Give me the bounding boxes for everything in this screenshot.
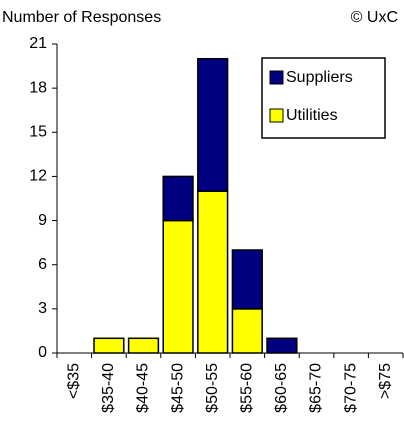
y-tick-label: 15 [29,124,47,141]
y-tick-label: 21 [29,35,47,52]
legend-swatch [269,108,284,123]
legend-label: Suppliers [286,69,353,86]
x-tick-label: <$35 [66,363,83,399]
bar-segment [197,190,229,354]
legend-label: Utilities [286,107,338,124]
y-tick-label: 0 [38,344,47,361]
x-tick-label: $65-70 [308,363,325,413]
y-tick-label: 6 [38,256,47,273]
legend-swatch [269,70,284,85]
bar-segment [162,175,194,222]
bar-segment [93,337,125,354]
y-tick-label: 9 [38,212,47,229]
x-tick-label: $50-55 [204,363,221,413]
bar-segment [127,337,160,354]
x-tick-label: $70-75 [342,363,359,413]
y-axis-title: Number of Responses [2,9,161,26]
copyright: © UxC [351,9,398,26]
y-tick-label: 18 [29,79,47,96]
x-tick-label: $60-65 [273,363,290,413]
bar-segment [197,57,229,192]
x-tick-label: $55-60 [239,363,256,413]
y-tick-label: 12 [29,168,47,185]
x-tick-label: $35-40 [100,363,117,413]
bar-segment [231,249,263,310]
x-tick-label: $40-45 [135,363,152,413]
bar-segment [162,219,194,354]
bar-segment [266,337,298,354]
x-tick-label: $45-50 [169,363,186,413]
bar-segment [231,308,263,354]
y-tick-label: 3 [38,300,47,317]
x-tick-label: >$75 [377,363,394,399]
